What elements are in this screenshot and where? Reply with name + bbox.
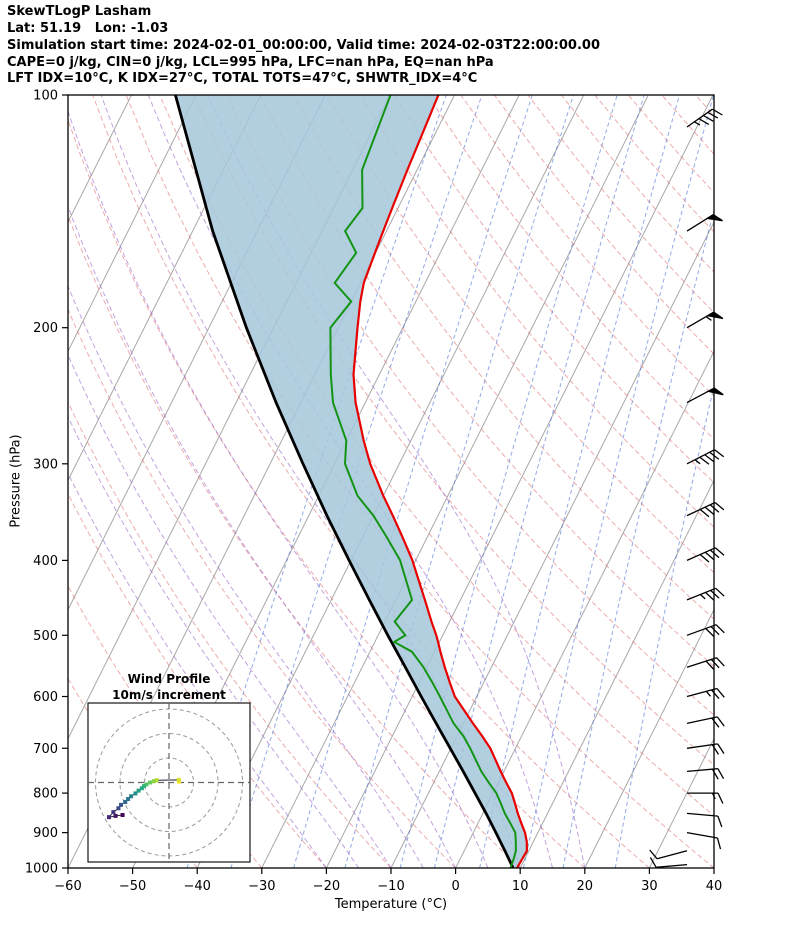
temperature-tick-label: 20 bbox=[577, 879, 594, 894]
hodograph-point bbox=[111, 810, 116, 815]
wind-barb bbox=[686, 716, 725, 728]
hodograph-point bbox=[123, 799, 128, 804]
hodograph-point bbox=[133, 791, 138, 796]
wind-barb bbox=[686, 743, 725, 755]
wind-barb bbox=[686, 587, 725, 601]
wind-barb bbox=[649, 849, 688, 860]
hodograph-point bbox=[119, 802, 124, 807]
hodograph-point bbox=[144, 782, 149, 787]
temperature-tick-label: −40 bbox=[183, 879, 210, 894]
temperature-tick-label: −50 bbox=[119, 879, 146, 894]
wind-barb bbox=[686, 311, 724, 329]
hodograph-point bbox=[126, 797, 131, 802]
hodograph-point bbox=[176, 777, 181, 782]
temperature-line bbox=[352, 95, 529, 868]
pressure-tick-label: 100 bbox=[33, 89, 58, 104]
wind-barbs bbox=[649, 108, 725, 868]
hodograph-point bbox=[136, 788, 141, 793]
wind-barb bbox=[686, 812, 723, 828]
wind-barb bbox=[649, 857, 688, 868]
pressure-tick-label: 900 bbox=[33, 826, 58, 841]
pressure-tick-label: 800 bbox=[33, 787, 58, 802]
hodograph-point bbox=[154, 778, 159, 783]
hodograph-point bbox=[120, 813, 125, 818]
pressure-tick-label: 500 bbox=[33, 629, 58, 644]
pressure-tick-label: 1000 bbox=[25, 862, 58, 877]
wind-barb bbox=[686, 501, 725, 518]
wind-barb bbox=[686, 687, 725, 700]
pressure-tick-label: 300 bbox=[33, 457, 58, 472]
temperature-tick-label: −30 bbox=[248, 879, 275, 894]
hodograph-point bbox=[151, 779, 156, 784]
temperature-tick-label: 10 bbox=[512, 879, 529, 894]
wind-barb bbox=[686, 657, 725, 670]
y-axis-label: Pressure (hPa) bbox=[8, 434, 24, 528]
pressure-tick-label: 400 bbox=[33, 554, 58, 569]
hodograph-inset bbox=[87, 702, 251, 863]
hodograph-point bbox=[116, 806, 121, 811]
stability-indices-line1: CAPE=0 j/kg, CIN=0 j/kg, LCL=995 hPa, LF… bbox=[7, 55, 494, 70]
temperature-tick-label: −20 bbox=[313, 879, 340, 894]
wind-barb bbox=[686, 624, 725, 638]
dewpoint-line bbox=[329, 95, 517, 868]
wind-barb bbox=[686, 449, 725, 465]
wind-barb bbox=[686, 768, 725, 780]
pressure-tick-label: 700 bbox=[33, 742, 58, 757]
wind-barb bbox=[687, 792, 724, 804]
profile-lines bbox=[174, 95, 529, 868]
temperature-tick-label: 40 bbox=[706, 879, 723, 894]
run-valid-times: Simulation start time: 2024-02-01_00:00:… bbox=[7, 38, 600, 53]
stability-indices-line2: LFT IDX=10°C, K IDX=27°C, TOTAL TOTS=47°… bbox=[7, 71, 478, 86]
wind-barb bbox=[686, 108, 723, 128]
hodograph-point bbox=[148, 780, 153, 785]
hodograph-point bbox=[113, 813, 118, 818]
wind-barb bbox=[686, 831, 722, 850]
hodograph-point bbox=[139, 786, 144, 791]
hodograph-point bbox=[129, 794, 134, 799]
station-coords: Lat: 51.19 Lon: -1.03 bbox=[7, 21, 169, 36]
wind-barb bbox=[686, 387, 724, 404]
hodograph-point bbox=[106, 815, 111, 820]
figure-title: SkewTLogP Lasham bbox=[7, 4, 152, 19]
pressure-tick-label: 600 bbox=[33, 690, 58, 705]
hodograph-point bbox=[142, 784, 147, 789]
pressure-tick-label: 200 bbox=[33, 321, 58, 336]
temperature-tick-label: −10 bbox=[377, 879, 404, 894]
wind-barb bbox=[686, 547, 725, 563]
parcel-line bbox=[174, 95, 515, 868]
inset-title: Wind Profile bbox=[127, 672, 211, 686]
temperature-tick-label: −60 bbox=[54, 879, 81, 894]
wind-barb bbox=[686, 213, 723, 232]
inset-subtitle: 10m/s increment bbox=[112, 688, 226, 702]
temperature-tick-label: 0 bbox=[451, 879, 459, 894]
x-axis-label: Temperature (°C) bbox=[334, 897, 448, 912]
temperature-tick-label: 30 bbox=[641, 879, 658, 894]
